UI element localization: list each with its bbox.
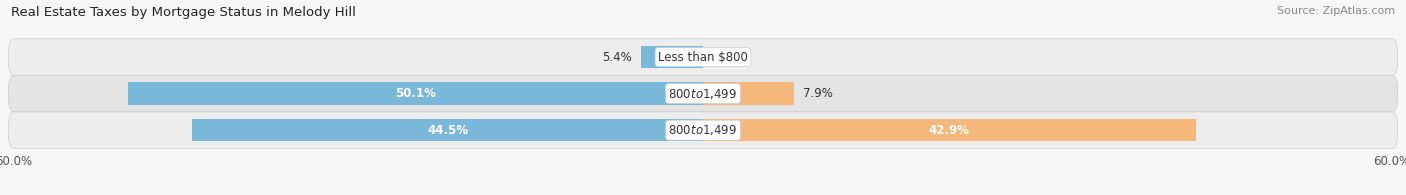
Bar [128,82,703,105]
Text: Less than $800: Less than $800 [658,51,748,64]
Text: 44.5%: 44.5% [427,124,468,137]
Text: $800 to $1,499: $800 to $1,499 [668,87,738,101]
Text: Real Estate Taxes by Mortgage Status in Melody Hill: Real Estate Taxes by Mortgage Status in … [11,6,356,19]
Bar [193,119,703,142]
Bar [641,46,703,68]
FancyBboxPatch shape [8,75,1398,112]
Bar [703,82,794,105]
FancyBboxPatch shape [8,39,1398,75]
Text: 0.0%: 0.0% [713,51,742,64]
FancyBboxPatch shape [8,112,1398,148]
Text: 42.9%: 42.9% [929,124,970,137]
Text: $800 to $1,499: $800 to $1,499 [668,123,738,137]
Text: 7.9%: 7.9% [803,87,832,100]
Text: Source: ZipAtlas.com: Source: ZipAtlas.com [1277,6,1395,16]
Text: 5.4%: 5.4% [602,51,631,64]
Bar [703,119,1195,142]
Text: 50.1%: 50.1% [395,87,436,100]
